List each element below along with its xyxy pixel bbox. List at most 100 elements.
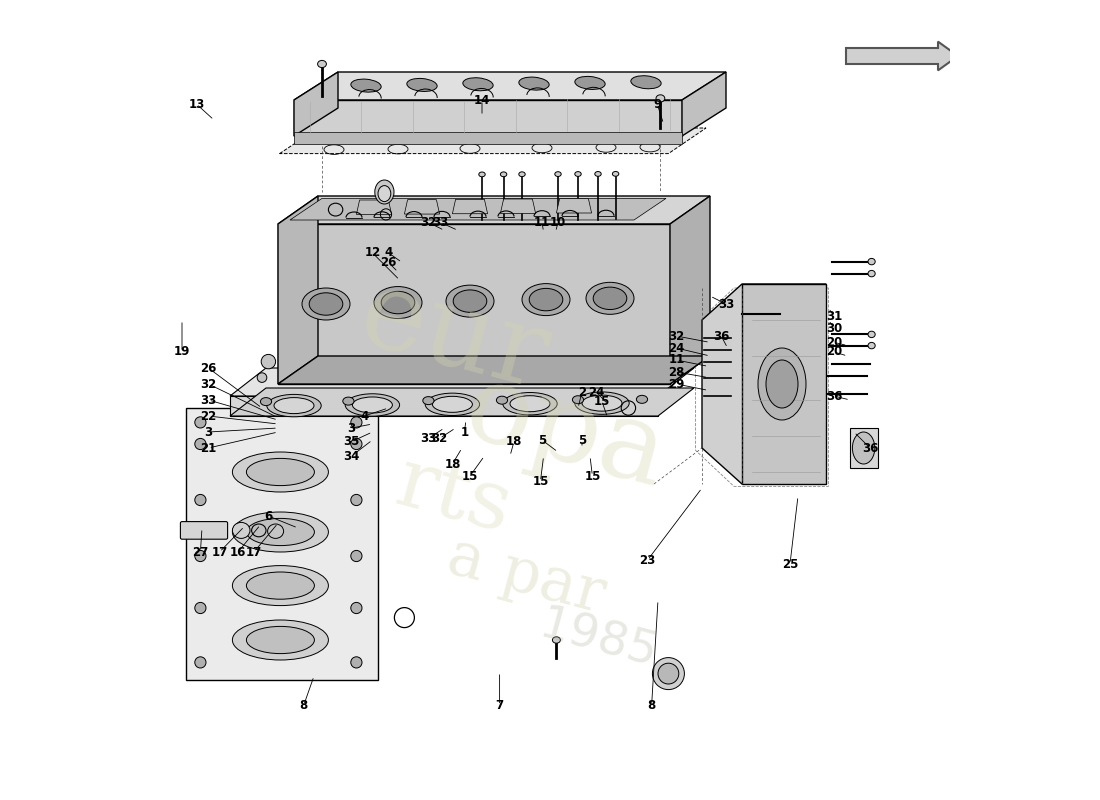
Polygon shape <box>557 198 592 213</box>
Text: 27: 27 <box>192 546 209 558</box>
Text: 23: 23 <box>639 554 656 566</box>
Ellipse shape <box>246 518 315 546</box>
Text: 12: 12 <box>364 246 381 259</box>
Text: 33: 33 <box>718 298 734 310</box>
Ellipse shape <box>575 77 605 90</box>
Ellipse shape <box>261 354 276 369</box>
Polygon shape <box>294 100 682 136</box>
Ellipse shape <box>302 288 350 320</box>
Ellipse shape <box>868 258 876 265</box>
Ellipse shape <box>246 626 315 654</box>
Text: 24: 24 <box>668 342 684 354</box>
Text: 20: 20 <box>826 336 843 349</box>
Ellipse shape <box>382 291 415 314</box>
Ellipse shape <box>378 186 390 202</box>
Ellipse shape <box>478 172 485 177</box>
Ellipse shape <box>195 602 206 614</box>
Ellipse shape <box>575 392 629 414</box>
Text: 4: 4 <box>361 410 368 422</box>
Text: 31: 31 <box>826 310 843 322</box>
Text: eur: eur <box>349 260 560 412</box>
Ellipse shape <box>351 550 362 562</box>
Text: 32: 32 <box>431 432 448 445</box>
Text: 36: 36 <box>861 442 878 454</box>
Text: 33: 33 <box>420 432 437 445</box>
Ellipse shape <box>345 394 399 416</box>
Ellipse shape <box>432 396 472 412</box>
Ellipse shape <box>422 397 435 405</box>
Text: 29: 29 <box>668 378 684 390</box>
Ellipse shape <box>868 342 876 349</box>
Ellipse shape <box>426 393 480 415</box>
Ellipse shape <box>351 602 362 614</box>
Polygon shape <box>278 196 710 224</box>
Text: 7: 7 <box>495 699 504 712</box>
Ellipse shape <box>195 657 206 668</box>
Text: 30: 30 <box>826 322 843 334</box>
Text: 21: 21 <box>200 442 217 454</box>
Text: 1: 1 <box>460 426 469 438</box>
Polygon shape <box>294 72 338 136</box>
FancyBboxPatch shape <box>180 522 228 539</box>
Ellipse shape <box>630 76 661 89</box>
Ellipse shape <box>463 78 493 90</box>
Text: 15: 15 <box>594 395 610 408</box>
Ellipse shape <box>637 395 648 403</box>
Text: 3: 3 <box>205 426 212 438</box>
Ellipse shape <box>529 289 563 310</box>
Ellipse shape <box>554 172 561 177</box>
Text: 36: 36 <box>826 390 843 402</box>
Text: 17: 17 <box>211 546 228 558</box>
Ellipse shape <box>453 290 487 312</box>
Ellipse shape <box>274 398 313 414</box>
Ellipse shape <box>552 637 560 643</box>
Ellipse shape <box>232 522 250 538</box>
Ellipse shape <box>343 397 354 405</box>
Ellipse shape <box>766 360 797 408</box>
Text: 2: 2 <box>578 386 586 398</box>
Ellipse shape <box>309 293 343 315</box>
Polygon shape <box>290 198 666 220</box>
Ellipse shape <box>195 438 206 450</box>
Ellipse shape <box>318 60 327 68</box>
Text: 16: 16 <box>230 546 246 558</box>
Text: 15: 15 <box>584 470 601 482</box>
Polygon shape <box>230 368 694 396</box>
Text: 18: 18 <box>506 435 522 448</box>
Ellipse shape <box>613 171 619 176</box>
Text: rts: rts <box>387 442 520 550</box>
Text: 14: 14 <box>474 94 491 106</box>
Text: 15: 15 <box>532 475 549 488</box>
Ellipse shape <box>519 77 549 90</box>
Ellipse shape <box>446 285 494 317</box>
Polygon shape <box>682 72 726 136</box>
Text: 33: 33 <box>432 216 449 229</box>
Text: 36: 36 <box>713 330 729 342</box>
Ellipse shape <box>407 78 437 91</box>
Ellipse shape <box>503 393 558 415</box>
Ellipse shape <box>267 394 321 417</box>
Ellipse shape <box>586 282 634 314</box>
Text: 28: 28 <box>668 366 684 378</box>
Polygon shape <box>278 356 710 384</box>
Ellipse shape <box>351 494 362 506</box>
Text: 8: 8 <box>648 699 656 712</box>
Polygon shape <box>294 72 726 100</box>
Text: 13: 13 <box>188 98 205 110</box>
Polygon shape <box>294 132 682 144</box>
Polygon shape <box>500 199 536 214</box>
Ellipse shape <box>758 348 806 420</box>
Text: 8: 8 <box>299 699 308 712</box>
Text: a par: a par <box>441 526 612 626</box>
Ellipse shape <box>868 331 876 338</box>
Text: 32: 32 <box>669 330 684 342</box>
Ellipse shape <box>261 398 272 406</box>
Text: 26: 26 <box>381 256 397 269</box>
Text: 3: 3 <box>348 422 355 434</box>
Ellipse shape <box>257 373 267 382</box>
Text: 34: 34 <box>343 450 360 462</box>
Ellipse shape <box>852 432 874 464</box>
Polygon shape <box>278 196 318 384</box>
Text: 20: 20 <box>826 346 843 358</box>
Text: 6: 6 <box>264 510 273 522</box>
